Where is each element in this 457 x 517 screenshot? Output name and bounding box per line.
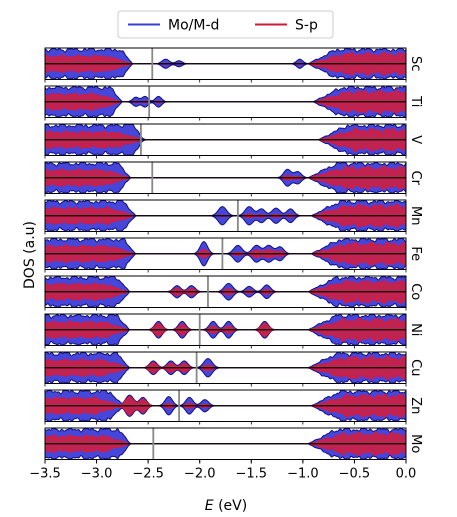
panel-frame (44, 275, 407, 308)
panel-content (45, 48, 406, 80)
panel-frame (44, 161, 407, 194)
panel-frame (44, 199, 407, 232)
panel-frame (44, 85, 407, 118)
panel-sc: Sc (44, 47, 423, 83)
panel-frame (44, 427, 407, 460)
x-tick-label: 0.0 (396, 467, 417, 482)
x-axis-label: E (eV) (205, 498, 247, 514)
panel-content (45, 276, 406, 308)
x-tick-label: −3.5 (29, 467, 61, 482)
panel-label-cu: Cu (408, 359, 423, 376)
panel-ti: Ti (44, 85, 423, 121)
panel-label-zn: Zn (408, 397, 423, 414)
legend-label-mo: Mo/M-d (168, 18, 219, 34)
legend-frame (117, 10, 334, 39)
legend: Mo/M-d S-p (117, 10, 334, 39)
panel-mo: Mo (44, 427, 423, 463)
y-axis-label: DOS (a.u) (22, 221, 38, 289)
panel-content (45, 428, 406, 460)
panel-label-mo: Mo (408, 434, 423, 453)
panel-content (45, 200, 406, 232)
panel-fe: Fe (44, 237, 423, 273)
panel-zn: Zn (44, 389, 423, 425)
panel-cr: Cr (44, 161, 423, 197)
panel-frame (44, 237, 407, 270)
x-tick-label: −0.5 (339, 467, 371, 482)
panel-label-mn: Mn (408, 206, 423, 225)
panel-content (45, 86, 406, 118)
panel-label-ti: Ti (408, 95, 423, 107)
panel-v: V (44, 123, 423, 159)
x-tick-label: −1.5 (235, 467, 267, 482)
legend-label-s: S-p (295, 18, 318, 34)
panel-frame (44, 123, 407, 156)
x-axis-unit: (eV) (214, 498, 248, 514)
panel-content (45, 314, 406, 346)
panel-content (45, 352, 406, 384)
panel-frame (44, 389, 407, 422)
panel-label-v: V (408, 135, 423, 144)
panel-label-ni: Ni (408, 323, 423, 336)
x-tick-label: −2.5 (132, 467, 164, 482)
panel-co: Co (44, 275, 423, 311)
panel-label-cr: Cr (408, 171, 423, 186)
panel-cu: Cu (44, 351, 423, 387)
x-axis-var: E (205, 498, 214, 514)
panel-frame (44, 351, 407, 384)
panel-mn: Mn (44, 199, 423, 235)
panel-frame (44, 313, 407, 346)
panel-frame (44, 47, 407, 80)
panel-content (45, 238, 406, 270)
panel-content (45, 390, 406, 422)
panel-label-fe: Fe (408, 246, 423, 261)
panel-label-co: Co (408, 283, 423, 300)
x-tick-label: −3.0 (81, 467, 113, 482)
panel-content (45, 124, 406, 156)
panels: Sc Ti V Cr Mn Fe Co Ni Cu Zn Mo (44, 47, 423, 463)
x-tick-label: −1.0 (287, 467, 319, 482)
panel-content (45, 162, 406, 194)
panel-ni: Ni (44, 313, 423, 349)
x-tick-label: −2.0 (184, 467, 216, 482)
x-axis: −3.5 −3.0 −2.5 −2.0 −1.5 −1.0 −0.5 0.0 (29, 459, 417, 482)
panel-label-sc: Sc (408, 56, 423, 71)
